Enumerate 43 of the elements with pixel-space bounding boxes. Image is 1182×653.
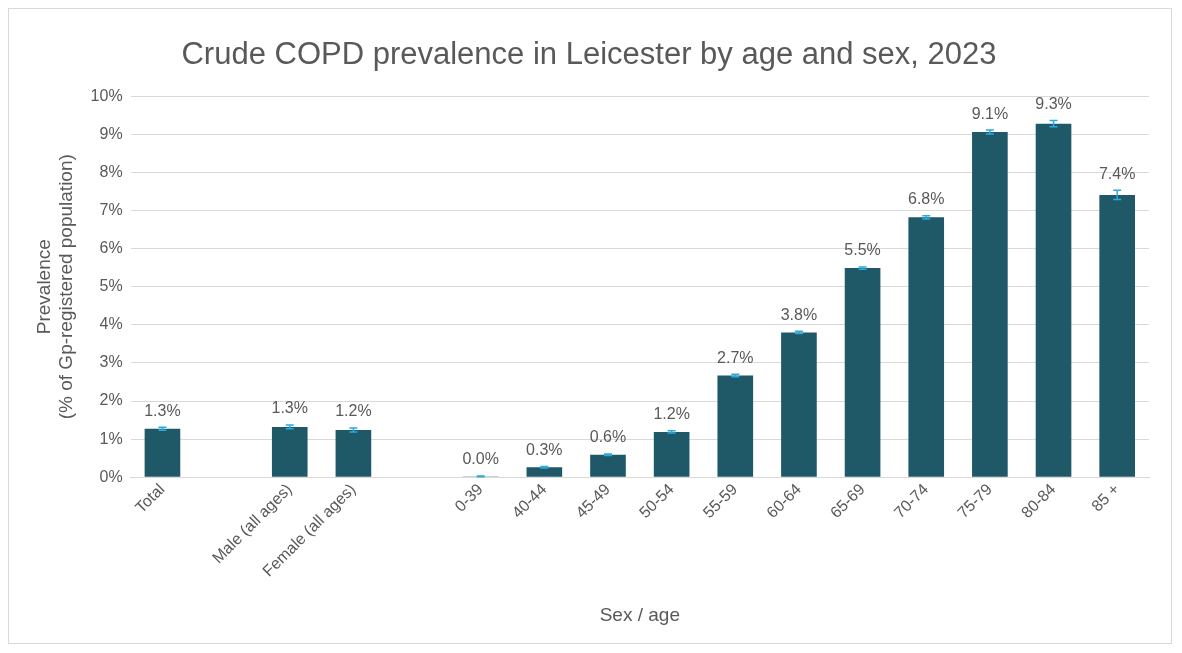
data-label: 2.7%: [717, 348, 754, 366]
data-label: 0.6%: [589, 428, 627, 446]
x-tick-label: 85 +: [1088, 480, 1123, 515]
data-label: 1.3%: [144, 401, 181, 419]
bar: [844, 268, 881, 477]
y-tick-label: 4%: [99, 315, 123, 333]
data-label: 9.1%: [971, 104, 1009, 122]
chart-title: Crude COPD prevalence in Leicester by age and sex, 2023: [181, 36, 997, 72]
y-tick-label: 0%: [99, 467, 123, 485]
data-label: 7.4%: [1098, 164, 1136, 182]
bar: [717, 375, 754, 477]
y-tick-label: 1%: [99, 429, 123, 447]
x-axis-title: Sex / age: [599, 603, 680, 625]
y-tick-label: 8%: [99, 162, 123, 180]
data-label: 1.3%: [271, 399, 308, 417]
x-tick-label: 0-39: [451, 480, 486, 515]
data-label: 0.3%: [526, 440, 563, 458]
y-tick-label: 10%: [90, 86, 123, 104]
bar: [526, 467, 563, 477]
y-tick-label: 7%: [99, 200, 123, 218]
data-label: 3.8%: [780, 305, 818, 323]
data-label: 5.5%: [844, 241, 881, 259]
bar: [271, 426, 308, 477]
bar: [590, 454, 626, 477]
y-tick-label: 9%: [99, 124, 123, 142]
data-label: 1.2%: [653, 405, 690, 423]
bar: [972, 132, 1008, 477]
y-tick-label: 2%: [99, 391, 123, 409]
bar: [781, 332, 817, 477]
y-tick-label: 3%: [99, 353, 123, 371]
bar: [1099, 194, 1135, 477]
data-label: 6.8%: [908, 190, 945, 208]
y-tick-label: 6%: [99, 239, 123, 257]
bar: [144, 428, 181, 477]
data-label: 9.3%: [1035, 94, 1072, 112]
bar: [653, 431, 690, 477]
y-tick-label: 5%: [99, 277, 123, 295]
data-label: 0.0%: [462, 450, 499, 468]
bar: [335, 429, 372, 477]
bar: [1035, 123, 1072, 477]
data-label: 1.2%: [335, 402, 372, 420]
bar: [908, 217, 945, 477]
y-axis-title: Prevalence (% of Gp-registered population): [32, 154, 77, 420]
